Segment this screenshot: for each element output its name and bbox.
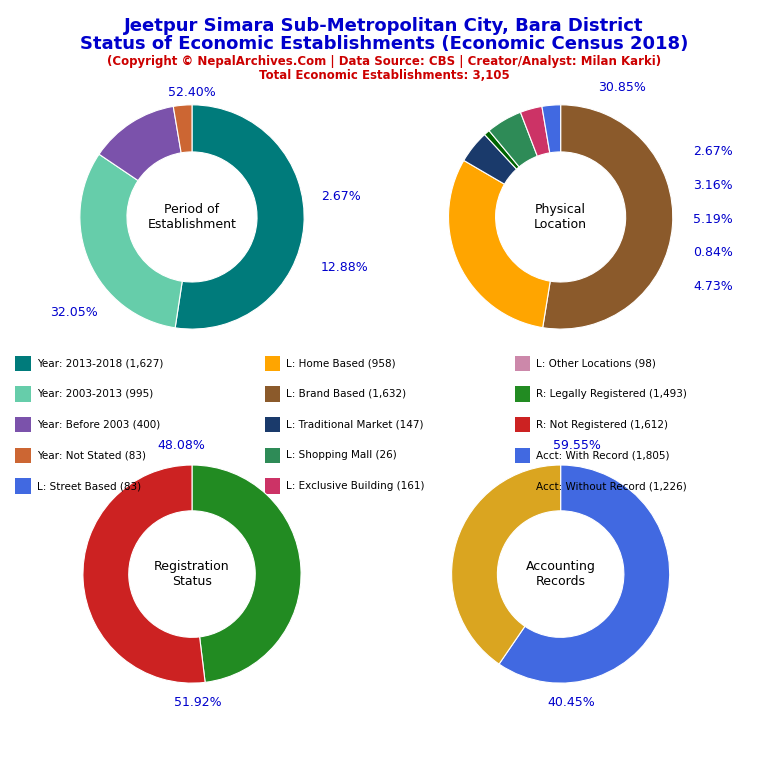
Wedge shape <box>543 105 673 329</box>
Text: Acct: Without Record (1,226): Acct: Without Record (1,226) <box>536 481 687 492</box>
Text: 2.67%: 2.67% <box>321 190 361 204</box>
Text: Year: Before 2003 (400): Year: Before 2003 (400) <box>37 419 160 430</box>
Text: 48.08%: 48.08% <box>157 439 205 452</box>
Text: Acct: With Record (1,805): Acct: With Record (1,805) <box>536 450 670 461</box>
Text: L: Street Based (83): L: Street Based (83) <box>37 481 141 492</box>
Text: L: Brand Based (1,632): L: Brand Based (1,632) <box>286 389 406 399</box>
Text: 0.84%: 0.84% <box>693 247 733 260</box>
Text: 12.88%: 12.88% <box>321 261 369 274</box>
Wedge shape <box>489 112 538 167</box>
Text: Year: Not Stated (83): Year: Not Stated (83) <box>37 450 146 461</box>
Text: Year: 2013-2018 (1,627): Year: 2013-2018 (1,627) <box>37 358 164 369</box>
Wedge shape <box>499 465 670 683</box>
Wedge shape <box>542 105 561 153</box>
Wedge shape <box>449 161 550 328</box>
Wedge shape <box>99 107 181 180</box>
Text: L: Home Based (958): L: Home Based (958) <box>286 358 396 369</box>
Wedge shape <box>485 131 519 169</box>
Text: 2.67%: 2.67% <box>693 145 733 158</box>
Wedge shape <box>452 465 561 664</box>
Text: 32.05%: 32.05% <box>51 306 98 319</box>
Text: Year: 2003-2013 (995): Year: 2003-2013 (995) <box>37 389 153 399</box>
Text: 59.55%: 59.55% <box>553 439 601 452</box>
Text: 4.73%: 4.73% <box>693 280 733 293</box>
Text: L: Shopping Mall (26): L: Shopping Mall (26) <box>286 450 397 461</box>
Wedge shape <box>192 465 301 682</box>
Wedge shape <box>521 107 550 156</box>
Text: Status of Economic Establishments (Economic Census 2018): Status of Economic Establishments (Econo… <box>80 35 688 53</box>
Text: (Copyright © NepalArchives.Com | Data Source: CBS | Creator/Analyst: Milan Karki: (Copyright © NepalArchives.Com | Data So… <box>107 55 661 68</box>
Text: Physical
Location: Physical Location <box>534 203 588 231</box>
Text: 52.56%: 52.56% <box>0 767 1 768</box>
Text: Total Economic Establishments: 3,105: Total Economic Establishments: 3,105 <box>259 69 509 82</box>
Text: L: Traditional Market (147): L: Traditional Market (147) <box>286 419 424 430</box>
Text: Registration
Status: Registration Status <box>154 560 230 588</box>
Text: Period of
Establishment: Period of Establishment <box>147 203 237 231</box>
Text: 30.85%: 30.85% <box>598 81 646 94</box>
Text: L: Other Locations (98): L: Other Locations (98) <box>536 358 656 369</box>
Text: 40.45%: 40.45% <box>548 697 595 709</box>
Text: R: Not Registered (1,612): R: Not Registered (1,612) <box>536 419 668 430</box>
Text: 3.16%: 3.16% <box>693 179 733 192</box>
Text: Jeetpur Simara Sub-Metropolitan City, Bara District: Jeetpur Simara Sub-Metropolitan City, Ba… <box>124 17 644 35</box>
Wedge shape <box>464 134 517 184</box>
Text: Accounting
Records: Accounting Records <box>526 560 595 588</box>
Text: 5.19%: 5.19% <box>693 213 733 226</box>
Wedge shape <box>80 154 182 328</box>
Wedge shape <box>83 465 205 683</box>
Text: R: Legally Registered (1,493): R: Legally Registered (1,493) <box>536 389 687 399</box>
Text: L: Exclusive Building (161): L: Exclusive Building (161) <box>286 481 425 492</box>
Wedge shape <box>175 105 304 329</box>
Wedge shape <box>174 105 192 153</box>
Text: 51.92%: 51.92% <box>174 697 221 709</box>
Text: 52.40%: 52.40% <box>168 86 216 99</box>
